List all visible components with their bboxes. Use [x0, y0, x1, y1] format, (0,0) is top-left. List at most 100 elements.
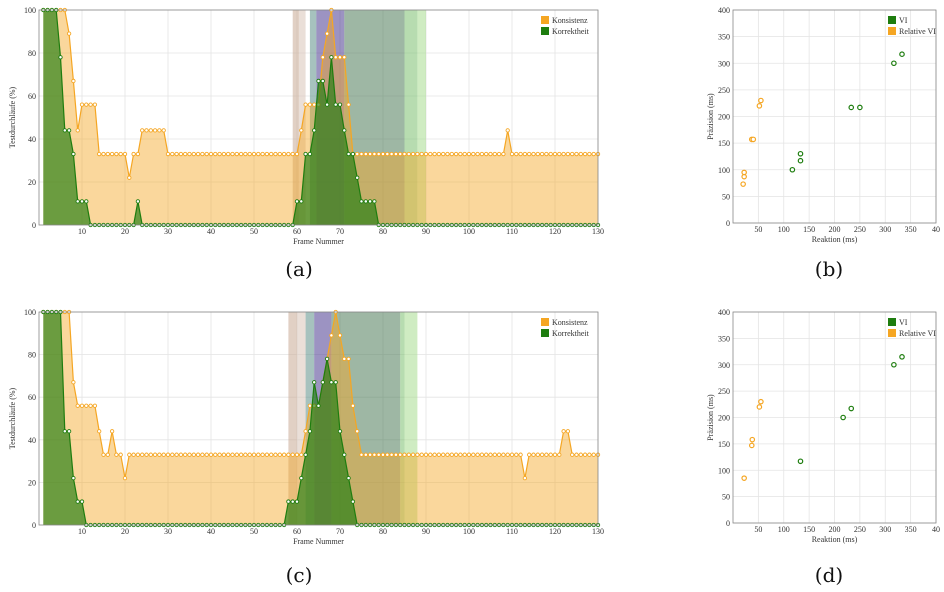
- y-axis-label: Testdurchläufe (%): [8, 86, 17, 148]
- y-tick-label: 300: [718, 59, 730, 68]
- point-konsistenz: [234, 452, 239, 457]
- point-konsistenz: [114, 452, 119, 457]
- point-konsistenz: [260, 151, 265, 157]
- point-konsistenz: [178, 151, 184, 157]
- legend-swatch: [888, 27, 896, 35]
- x-tick-label: 40: [932, 525, 940, 534]
- point-konsistenz: [200, 151, 205, 157]
- highlight-band: [288, 312, 297, 525]
- chart-2: 10 20 30 40 50 60 70 80 90 100 110 120 130 0 20 40 60 80 1…: [8, 308, 604, 587]
- point-konsistenz: [264, 452, 270, 457]
- point-konsistenz: [127, 175, 132, 180]
- point-konsistenz: [539, 452, 545, 457]
- point-konsistenz: [591, 452, 596, 457]
- point-korrektheit: [84, 199, 89, 204]
- point-konsistenz: [269, 452, 274, 457]
- point-konsistenz: [582, 151, 588, 157]
- point-relative-vi: [750, 136, 757, 143]
- point-konsistenz: [281, 452, 287, 457]
- point-konsistenz: [346, 356, 351, 362]
- x-tick-label: 100: [778, 225, 790, 234]
- point-konsistenz: [281, 151, 287, 157]
- point-konsistenz: [208, 452, 214, 457]
- point-korrektheit: [66, 128, 72, 133]
- point-konsistenz: [79, 102, 85, 107]
- point-konsistenz: [398, 452, 403, 457]
- point-konsistenz: [363, 452, 368, 457]
- point-konsistenz: [436, 452, 442, 457]
- point-konsistenz: [342, 55, 347, 60]
- point-konsistenz: [574, 452, 579, 457]
- point-korrektheit: [299, 199, 304, 204]
- y-tick-label: 80: [28, 49, 36, 58]
- point-konsistenz: [432, 452, 437, 457]
- point-konsistenz: [453, 151, 459, 157]
- legend-label: Konsistenz: [552, 16, 588, 25]
- point-konsistenz: [183, 151, 188, 157]
- point-konsistenz: [522, 151, 528, 157]
- point-konsistenz: [544, 151, 549, 157]
- point-korrektheit: [312, 128, 317, 133]
- y-tick-label: 40: [28, 436, 36, 445]
- point-konsistenz: [415, 151, 420, 157]
- point-konsistenz: [402, 452, 407, 457]
- legend-swatch: [541, 318, 549, 326]
- y-tick-label: 20: [28, 478, 36, 487]
- point-konsistenz: [221, 452, 227, 457]
- point-konsistenz: [238, 151, 244, 157]
- point-konsistenz: [514, 151, 519, 157]
- point-konsistenz: [410, 452, 416, 457]
- point-konsistenz: [496, 151, 502, 157]
- point-konsistenz: [243, 151, 248, 157]
- point-konsistenz: [466, 452, 472, 457]
- point-konsistenz: [372, 151, 377, 157]
- point-vi: [899, 354, 905, 360]
- point-konsistenz: [337, 55, 343, 60]
- point-konsistenz: [342, 356, 347, 362]
- point-konsistenz: [114, 151, 119, 157]
- legend-label: Relative VI: [899, 27, 936, 36]
- point-konsistenz: [535, 452, 540, 457]
- point-konsistenz: [226, 452, 231, 457]
- point-konsistenz: [178, 452, 184, 457]
- point-konsistenz: [299, 128, 304, 133]
- point-konsistenz: [118, 151, 123, 157]
- point-konsistenz: [565, 151, 571, 157]
- point-konsistenz: [415, 452, 420, 457]
- point-konsistenz: [479, 151, 485, 157]
- point-konsistenz: [587, 151, 592, 157]
- x-axis-label: Frame Nummer: [293, 237, 344, 246]
- point-vi: [797, 157, 804, 164]
- figure-caption: (a): [285, 257, 313, 281]
- point-konsistenz: [376, 452, 381, 457]
- point-konsistenz: [92, 102, 98, 107]
- point-korrektheit: [62, 128, 67, 133]
- point-konsistenz: [570, 151, 575, 157]
- x-tick-label: 120: [549, 527, 561, 536]
- point-vi: [857, 104, 863, 111]
- point-konsistenz: [170, 151, 175, 157]
- point-konsistenz: [406, 452, 411, 457]
- point-konsistenz: [518, 452, 523, 457]
- point-konsistenz: [230, 452, 235, 457]
- point-konsistenz: [436, 151, 442, 157]
- point-konsistenz: [527, 151, 532, 157]
- point-konsistenz: [307, 102, 313, 107]
- x-tick-label: 50: [754, 525, 762, 534]
- point-konsistenz: [195, 151, 201, 157]
- legend-label: VI: [899, 16, 908, 25]
- point-konsistenz: [428, 151, 433, 157]
- point-konsistenz: [144, 452, 149, 457]
- highlight-band: [417, 10, 426, 225]
- point-konsistenz: [453, 452, 459, 457]
- y-tick-label: 40: [28, 135, 36, 144]
- point-konsistenz: [307, 403, 313, 408]
- point-konsistenz: [299, 452, 304, 457]
- point-konsistenz: [88, 102, 93, 107]
- point-relative-vi: [756, 404, 763, 410]
- point-konsistenz: [518, 151, 523, 157]
- point-korrektheit: [79, 499, 85, 504]
- point-korrektheit: [71, 475, 76, 481]
- legend-label: VI: [899, 318, 908, 327]
